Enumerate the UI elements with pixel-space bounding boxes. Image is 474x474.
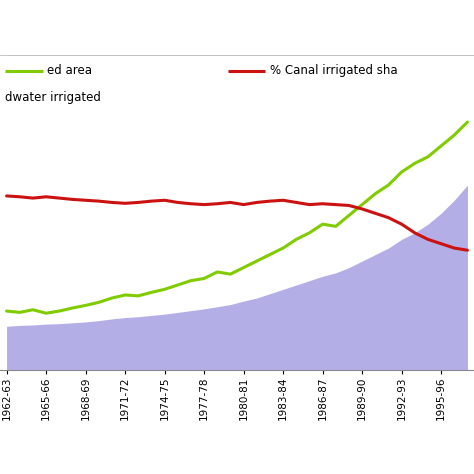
Text: % Canal irrigated sha: % Canal irrigated sha	[270, 64, 398, 77]
Text: dwater irrigated: dwater irrigated	[5, 91, 100, 104]
Text: ed area: ed area	[47, 64, 92, 77]
